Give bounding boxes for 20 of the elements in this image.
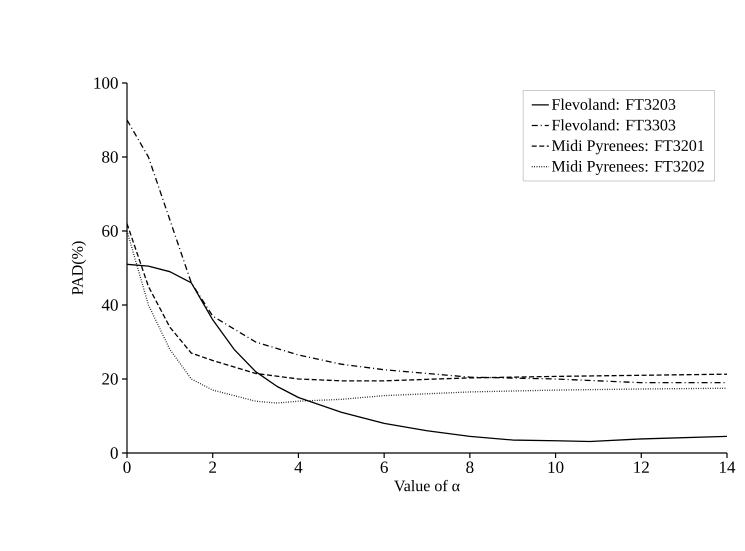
legend-label: Flevoland: FT3203 bbox=[552, 98, 676, 110]
x-tick-label: 12 bbox=[634, 462, 649, 473]
y-tick-label: 20 bbox=[102, 373, 118, 385]
x-tick-label: 4 bbox=[294, 462, 302, 473]
y-tick-label: 80 bbox=[102, 151, 118, 163]
y-tick-label: 60 bbox=[102, 225, 118, 237]
x-tick-label: 8 bbox=[466, 462, 474, 473]
legend-label: Midi Pyrenees: FT3201 bbox=[552, 140, 704, 154]
y-axis-title: PAD(%) bbox=[72, 241, 86, 295]
x-tick-label: 2 bbox=[209, 462, 216, 473]
x-tick-label: 6 bbox=[380, 462, 388, 473]
x-axis-title: Value of α bbox=[394, 480, 460, 492]
y-tick-label: 40 bbox=[102, 299, 118, 311]
y-tick-label: 0 bbox=[110, 447, 118, 459]
x-tick-label: 10 bbox=[548, 462, 564, 473]
legend-label: Flevoland: FT3303 bbox=[552, 119, 676, 131]
x-tick-label: 14 bbox=[720, 462, 736, 473]
legend-label: Midi Pyrenees: FT3202 bbox=[552, 160, 704, 175]
x-tick-label: 0 bbox=[123, 462, 131, 473]
y-tick-label: 100 bbox=[94, 77, 118, 89]
